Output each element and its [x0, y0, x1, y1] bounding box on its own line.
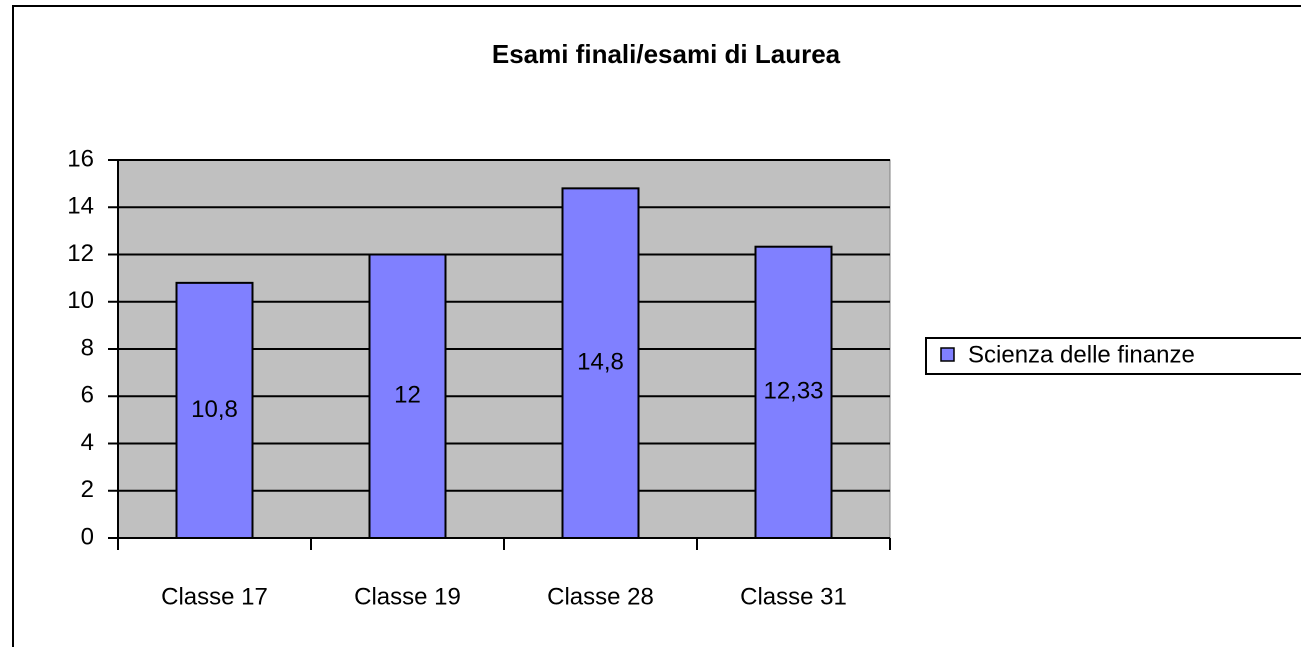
- data-label: 10,8: [191, 396, 238, 423]
- bar: [754, 245, 833, 540]
- y-tick-label: 2: [81, 476, 94, 503]
- y-tick-label: 0: [81, 523, 94, 550]
- y-tick-label: 8: [81, 334, 94, 361]
- x-tick-label: Classe 31: [740, 583, 847, 610]
- legend-swatch: [940, 347, 955, 362]
- legend-box: [925, 337, 1301, 375]
- y-tick-label: 6: [81, 382, 94, 409]
- y-tick-label: 12: [67, 240, 94, 267]
- bar: [175, 281, 254, 539]
- data-label: 14,8: [577, 349, 624, 376]
- x-tick-label: Classe 28: [547, 583, 654, 610]
- data-label: 12: [394, 382, 421, 409]
- x-tick-label: Classe 19: [354, 583, 461, 610]
- data-label: 12,33: [763, 378, 823, 405]
- y-tick-label: 14: [67, 193, 94, 220]
- y-tick-label: 10: [67, 287, 94, 314]
- chart-title: Esami finali/esami di Laurea: [492, 39, 841, 69]
- y-tick-label: 16: [67, 145, 94, 172]
- legend-label: Scienza delle finanze: [968, 341, 1195, 368]
- y-tick-label: 4: [81, 429, 94, 456]
- bar: [368, 253, 447, 539]
- x-tick-label: Classe 17: [161, 583, 268, 610]
